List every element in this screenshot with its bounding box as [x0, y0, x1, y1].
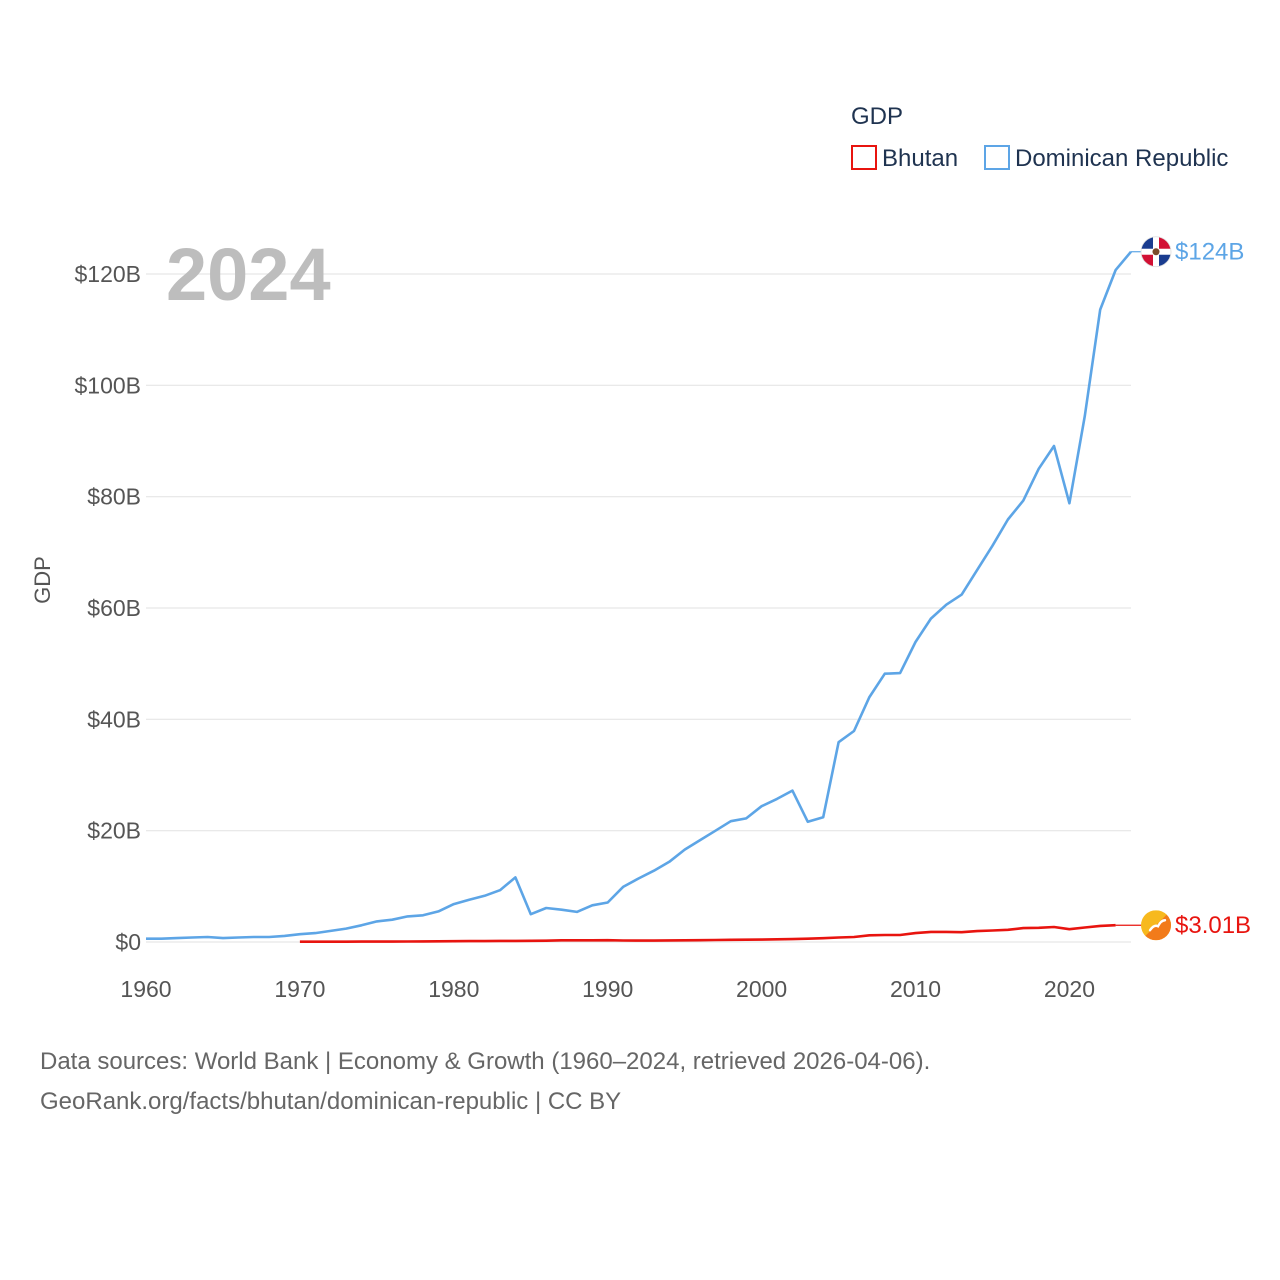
legend-label-dominican-republic: Dominican Republic	[1015, 145, 1228, 172]
legend-swatch-dominican-republic	[984, 145, 1010, 170]
x-tick-label: 2020	[1044, 976, 1095, 1002]
legend-label-bhutan: Bhutan	[882, 145, 958, 172]
end-labels: $3.01B $124B	[1115, 236, 1251, 941]
series-lines	[145, 250, 1132, 944]
y-axis: $0 $20B $40B $60B $80B $100B $120B	[74, 261, 141, 955]
series-line-bhutan	[299, 923, 1116, 944]
grid-lines	[146, 273, 1131, 943]
end-label-bhutan: $3.01B	[1175, 912, 1251, 939]
x-tick-label: 2000	[736, 976, 787, 1002]
y-tick-label: $120B	[74, 261, 141, 287]
x-tick-label: 2010	[890, 976, 941, 1002]
x-axis: 1960 1970 1980 1990 2000 2010 2020	[120, 976, 1095, 1002]
y-tick-label: $20B	[87, 818, 141, 844]
x-tick-label: 1970	[274, 976, 325, 1002]
legend-swatch-bhutan	[851, 145, 877, 170]
end-label-dominican-republic: $124B	[1175, 239, 1244, 266]
year-label: 2024	[166, 233, 331, 316]
y-tick-label: $60B	[87, 595, 141, 621]
x-tick-label: 1990	[582, 976, 633, 1002]
dominican-republic-flag-icon	[1140, 236, 1172, 268]
source-line-2: GeoRank.org/facts/bhutan/dominican-repub…	[40, 1088, 622, 1115]
y-tick-label: $80B	[87, 484, 141, 510]
legend-item-dominican-republic[interactable]: Dominican Republic	[984, 145, 1228, 172]
y-tick-label: $40B	[87, 706, 141, 732]
y-axis-label: GDP	[30, 556, 55, 604]
x-tick-label: 1960	[120, 976, 171, 1002]
source-line-1: Data sources: World Bank | Economy & Gro…	[40, 1048, 931, 1075]
y-tick-label: $100B	[74, 372, 141, 398]
x-tick-label: 1980	[428, 976, 479, 1002]
legend-title: GDP	[851, 103, 903, 130]
legend: GDP Bhutan Dominican Republic	[851, 103, 1228, 172]
data-source-note: Data sources: World Bank | Economy & Gro…	[40, 1042, 1240, 1122]
legend-item-bhutan[interactable]: Bhutan	[851, 145, 958, 172]
series-line-dominican-republic	[146, 250, 1132, 941]
y-tick-label: $0	[115, 929, 141, 955]
bhutan-flag-icon	[1141, 910, 1171, 941]
